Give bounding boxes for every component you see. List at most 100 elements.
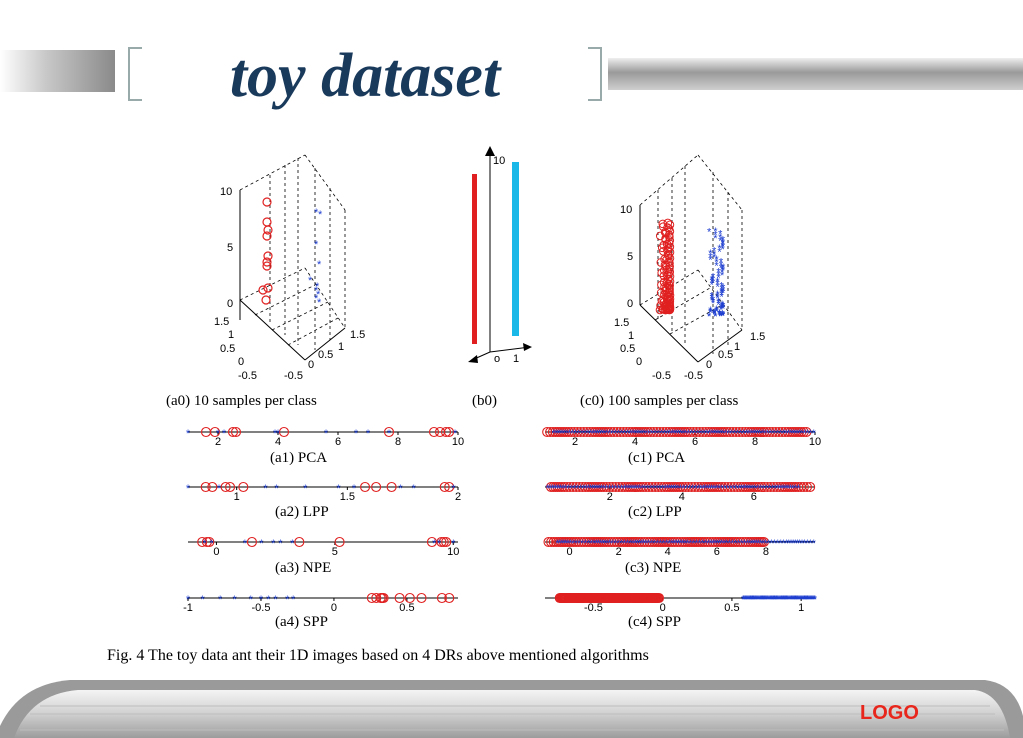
c0-point-star: * [718, 310, 723, 322]
data-point-circle [542, 426, 553, 438]
title-bracket-right [588, 47, 602, 101]
data-point-star: * [633, 483, 638, 495]
c0-point-star: * [713, 311, 718, 323]
c0-point-star: * [720, 301, 725, 313]
c0-point-circle [659, 305, 668, 314]
tick-label: -0.5 [251, 602, 270, 614]
data-point-star: * [745, 538, 750, 550]
data-point-star: * [676, 428, 681, 440]
a0-blue-stars: * ** *** *** * [308, 207, 323, 309]
data-point-star: * [613, 428, 618, 440]
c0-point-star: * [721, 283, 726, 295]
data-point-star: * [674, 538, 679, 550]
data-point-star: * [766, 428, 771, 440]
c0-point-star: * [717, 309, 722, 321]
data-point-star: * [748, 483, 753, 495]
data-point-circle [633, 481, 644, 493]
figure-panel [75, 132, 927, 676]
data-point-star: * [761, 483, 766, 495]
data-point-star: * [266, 594, 271, 606]
data-point-star: * [655, 483, 660, 495]
data-point-star: * [726, 428, 731, 440]
tick-label: 5 [332, 546, 338, 558]
data-point-star: * [717, 483, 722, 495]
data-point-star: * [796, 594, 801, 606]
caption-a0: (a0) 10 samples per class [166, 393, 317, 409]
data-point-star: * [672, 428, 677, 440]
data-point-circle [679, 426, 691, 438]
data-point-star: * [674, 428, 679, 440]
data-point-star: * [668, 428, 673, 440]
data-point-circle [577, 481, 588, 493]
data-point-circle [227, 426, 239, 438]
data-point-star: * [437, 538, 442, 550]
data-point-star: * [658, 538, 663, 550]
data-point-star: * [676, 538, 681, 550]
data-point-star: * [670, 428, 675, 440]
data-point-star: * [563, 483, 568, 495]
data-point-star: * [649, 538, 654, 550]
data-point-star: * [595, 483, 600, 495]
data-point-circle [735, 536, 746, 548]
data-point-star: * [808, 428, 813, 440]
data-point-star: * [589, 538, 594, 550]
data-point-circle [601, 536, 612, 548]
data-point-circle [404, 592, 415, 604]
data-point-star: * [764, 483, 769, 495]
c0-point-circle [665, 267, 675, 277]
c0-point-star: * [712, 309, 717, 321]
data-point-star: * [758, 594, 763, 606]
caption-a1: (a1) PCA [270, 450, 328, 466]
data-point-star: * [620, 428, 625, 440]
data-point-star: * [711, 538, 716, 550]
c0-point-circle [665, 236, 675, 245]
c0-point-star: * [712, 307, 717, 319]
c0-point-star: * [715, 279, 720, 291]
data-point-star: * [387, 428, 392, 440]
data-point-star: * [629, 483, 634, 495]
data-point-star: * [639, 538, 644, 550]
c0-point-circle [665, 227, 675, 236]
data-point-star: * [685, 538, 690, 550]
caption-a3: (a3) NPE [275, 560, 332, 576]
c0-point-star: * [716, 298, 721, 310]
data-point-circle [576, 536, 587, 548]
c0-point-star: * [721, 235, 726, 247]
data-point-circle [436, 536, 447, 548]
data-point-star: * [757, 594, 762, 606]
data-point-star: * [803, 594, 808, 606]
c0-point-star: * [714, 307, 719, 319]
data-point-circle [394, 592, 405, 604]
data-point-star: * [787, 538, 792, 550]
data-point-star: * [646, 483, 651, 495]
data-point-star: * [806, 594, 811, 606]
data-point-star: * [778, 483, 783, 495]
data-point-star: * [756, 594, 761, 606]
data-point-circle [679, 536, 691, 548]
data-point-circle [428, 426, 440, 438]
data-point-star: * [773, 594, 778, 606]
data-point-star: * [186, 428, 191, 440]
tick-label: 0.5 [724, 602, 739, 614]
c0-point-star: * [721, 285, 726, 297]
data-point-star: * [775, 594, 780, 606]
data-point-star: * [691, 538, 696, 550]
data-point-star: * [705, 428, 710, 440]
data-point-star: * [594, 538, 599, 550]
data-point-star: * [702, 428, 707, 440]
c0-point-star: * [720, 302, 725, 314]
data-point-star: * [273, 594, 278, 606]
c0-point-star: * [711, 277, 716, 289]
svg-text:0: 0 [636, 356, 642, 368]
data-point-star: * [723, 428, 728, 440]
data-point-star: * [801, 594, 806, 606]
data-point-star: * [683, 538, 688, 550]
data-point-star: * [749, 594, 754, 606]
data-point-star: * [552, 483, 557, 495]
data-point-circle [440, 426, 452, 438]
plot-a0-3d-scatter: * ** *** *** * 10 5 0 1.5 1 0.5 0 -0.5 -0… [214, 154, 365, 382]
c0-point-star: * [716, 299, 721, 311]
data-point-star: * [730, 538, 735, 550]
data-point-circle [631, 536, 643, 548]
c0-point-circle [663, 304, 672, 314]
